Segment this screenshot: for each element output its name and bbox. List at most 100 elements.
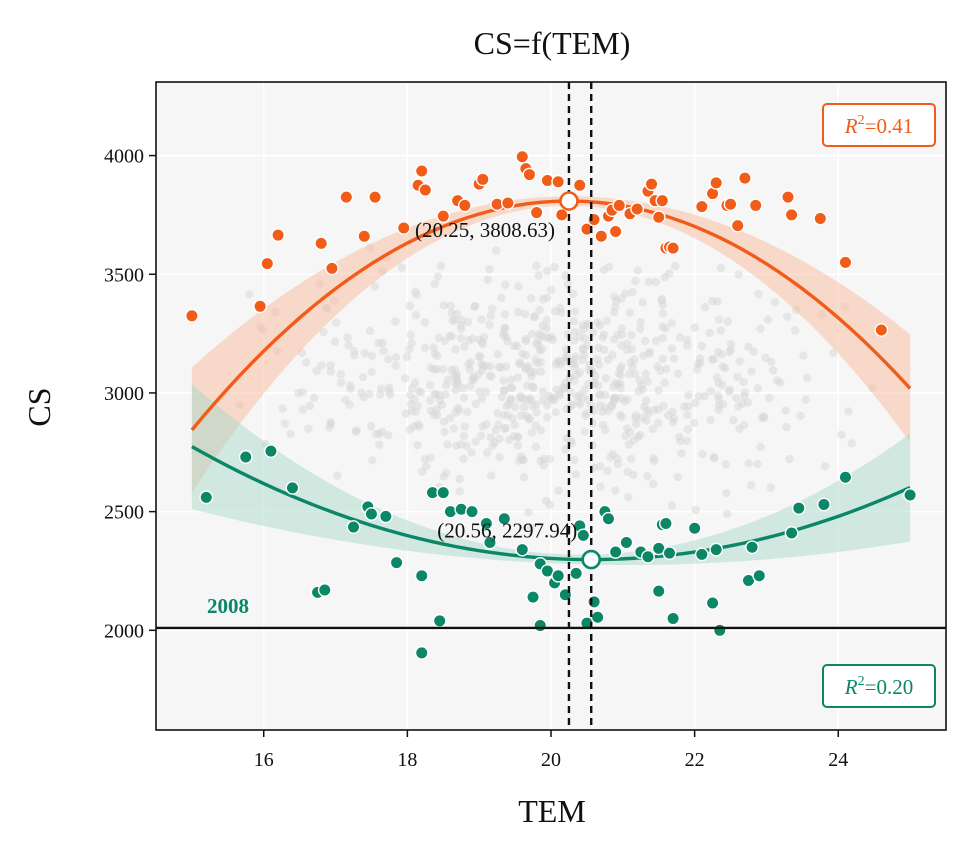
background-point [426,363,436,372]
background-point [521,396,531,405]
lower-point [533,618,548,633]
upper-point [655,193,670,208]
background-point [611,486,620,495]
lower-point [709,542,724,557]
background-point [571,352,580,361]
upper-point [730,218,745,233]
lower-point [659,516,673,531]
background-point [714,391,723,400]
lower-r2-box-frame [822,664,936,708]
background-point [691,398,700,408]
background-point [425,396,435,405]
background-point [732,393,741,403]
background-point [521,336,531,346]
background-point [756,324,765,334]
background-point [486,433,496,442]
background-point [684,402,693,411]
background-point [613,459,622,469]
lower-point [378,509,393,524]
background-point [579,345,588,354]
background-point [525,414,534,423]
background-point [729,416,738,425]
background-point [756,442,765,452]
background-point [495,453,504,462]
background-point [691,505,700,515]
lower-point [641,549,655,564]
upper-point [572,178,587,193]
lower-point [238,450,253,464]
background-point [317,361,326,370]
background-point [576,400,585,409]
background-point [443,440,452,449]
axes: 16 18 20 22 24 2000 2500 3000 3500 4000 [104,146,848,771]
background-point [791,326,800,335]
background-point [654,386,663,395]
lower-point [580,616,594,631]
background-point [582,321,591,330]
background-point [723,317,733,326]
background-point [628,288,637,297]
upper-point [644,177,659,191]
background-point [312,366,321,375]
background-point [609,308,619,317]
background-point [326,367,335,376]
background-point [548,335,557,345]
background-point [648,424,658,434]
background-point [497,293,506,303]
background-point [709,355,718,364]
background-point [501,362,511,371]
background-point [336,378,346,388]
background-point [588,441,597,450]
background-point [502,332,511,342]
upper-point [529,205,544,220]
background-point [432,351,442,360]
background-point [413,440,422,450]
background-point [648,479,658,489]
background-point [391,361,400,370]
reference-lines [156,82,946,730]
background-point [344,341,353,350]
background-point [433,272,443,281]
background-point [459,432,469,441]
background-point [302,358,311,367]
lower-point [619,535,634,550]
upper-point [587,212,601,227]
background-point [477,394,486,404]
background-point [384,355,393,364]
background-point [624,369,634,379]
x-tick-label: 18 [397,749,417,771]
background-point [627,330,636,340]
background-point [643,377,652,386]
upper-r2-box: R2=0.41 [822,103,936,147]
background-point [494,362,504,372]
background-point [527,428,536,437]
background-point [391,317,400,326]
background-point [368,456,377,465]
background-point [319,327,328,337]
upper-point [630,202,645,216]
background-point [638,298,647,307]
background-point [580,385,589,394]
background-point [405,425,415,434]
background-point [770,297,780,307]
lower-point [705,596,720,610]
background-point [426,453,435,463]
background-point [486,311,496,320]
background-point [343,333,352,342]
upper-point [185,308,199,323]
lower-point [346,520,361,534]
background-point [724,387,734,396]
background-point [451,345,460,354]
background-point [761,353,770,362]
lower-point [601,511,616,526]
background-point [538,295,548,304]
background-point [298,405,307,414]
background-point [425,380,435,390]
background-point [640,402,649,411]
background-point [436,261,446,271]
lower-point [515,542,530,557]
upper-point [551,174,566,189]
background-point [726,345,736,355]
background-point [705,328,714,338]
background-point [410,378,420,388]
